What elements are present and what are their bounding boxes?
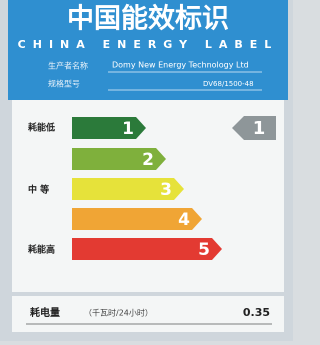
- grade: 4: [178, 210, 190, 230]
- maker: Domy New Energy Technology Ltd: [112, 61, 249, 70]
- scale-high: 耗能高: [28, 244, 55, 256]
- label-photo: 中国能效标识 CHINA ENERGY LABEL 生产者名称 Domy New…: [0, 0, 293, 341]
- grade: 3: [160, 180, 172, 200]
- grade-arrow: [72, 117, 146, 139]
- indicator: 1: [253, 118, 266, 139]
- model: DV68/1500-48: [203, 80, 254, 88]
- maker-label: 生产者名称: [48, 61, 88, 71]
- scale-mid: 中 等: [28, 184, 49, 196]
- model-label: 规格型号: [48, 79, 80, 89]
- title: 中国能效标识: [67, 3, 229, 35]
- consumption-unit: （千瓦时/24小时）: [84, 308, 153, 318]
- subtitle: CHINA ENERGY LABEL: [18, 38, 279, 51]
- grade: 2: [142, 150, 154, 170]
- consumption-value: 0.35: [243, 306, 270, 319]
- grade: 1: [122, 119, 134, 139]
- consumption-label: 耗电量: [30, 306, 60, 319]
- grade: 5: [198, 240, 210, 260]
- scale-low: 耗能低: [28, 122, 55, 134]
